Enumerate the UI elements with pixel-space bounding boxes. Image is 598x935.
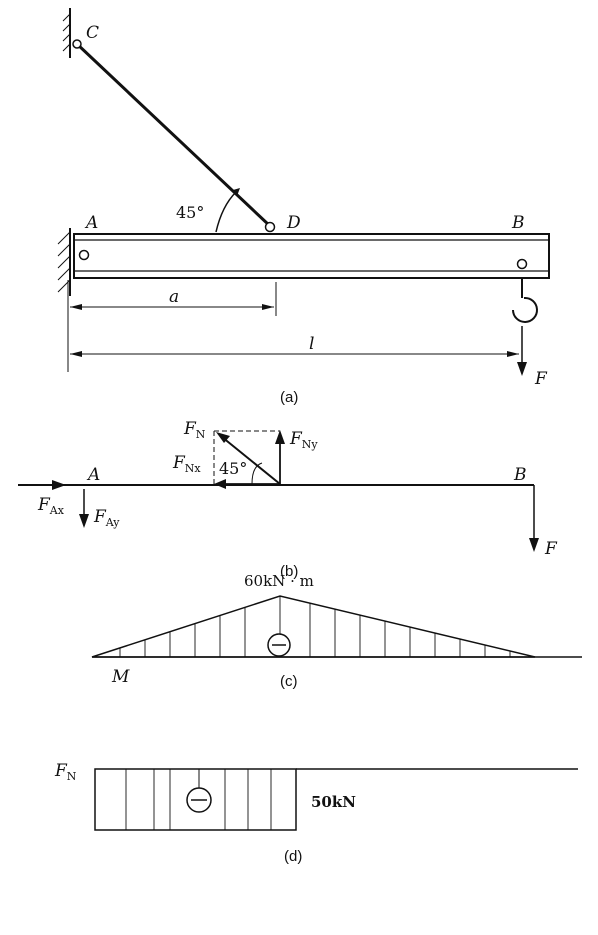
hinge-d [264,221,276,233]
force-fax-arrow [52,480,66,490]
label-fn: FN [183,419,206,441]
dim-l-arrow-left [70,351,82,357]
label-a-b: A [86,465,100,485]
figure-d: FN 50kN (d) [54,761,578,865]
angle-arrow [233,188,240,196]
force-fn-arrow [216,432,230,443]
figure-c: 60kN · m M (c) [91,572,582,690]
angle-label-b: 45° [219,459,247,478]
dim-l-arrow-right [507,351,519,357]
force-f-label-b: F [544,539,558,559]
label-c: C [86,23,99,43]
label-fn-d: FN [54,761,77,783]
wall-c-hatch [62,13,71,52]
label-d: D [286,213,301,233]
hinge-b [516,258,528,270]
force-fay-arrow [79,514,89,528]
label-fny: FNy [289,429,318,451]
moment-peak-value: 60kN · m [244,572,314,590]
label-m: M [111,667,130,687]
force-fn-shaft [221,436,281,485]
wall-a-hatch [57,231,71,293]
moment-triangle [91,595,536,658]
label-fax: FAx [37,495,65,517]
force-fny-arrow [275,430,285,444]
beam [73,233,550,279]
moment-hatching [119,596,511,657]
force-f-arrow [517,362,527,376]
figure-b: FN FNy FNx 45° A B FAx FAy F (b) [18,419,558,580]
hinge-c [72,39,82,49]
label-fnx: FNx [172,453,201,475]
axial-rect [94,768,297,831]
angle-arc [215,191,237,233]
force-f-label-a: F [534,369,548,389]
rod-cd [75,42,272,228]
angle-arc-b [251,462,263,485]
hook-curve [512,296,538,323]
force-f-b-arrow [529,538,539,552]
caption-a: (a) [280,389,298,406]
dim-a-label: a [169,287,179,307]
figure-a: C A D B 45° a l F (a) [57,8,550,406]
force-fnx-arrow [214,479,226,489]
angle-label-a: 45° [176,203,204,222]
dim-a-arrow-left [70,304,82,310]
caption-d: (d) [284,848,302,865]
axial-value: 50kN [311,793,356,811]
caption-b: (b) [280,563,298,580]
label-b: B [511,213,525,233]
dim-l-label: l [309,334,314,354]
dim-a-arrow-right [262,304,274,310]
label-a: A [84,213,98,233]
axial-hatching [125,769,272,830]
caption-c: (c) [280,673,298,690]
label-fay: FAy [93,507,120,529]
label-b-b: B [513,465,527,485]
hinge-a [78,249,90,261]
